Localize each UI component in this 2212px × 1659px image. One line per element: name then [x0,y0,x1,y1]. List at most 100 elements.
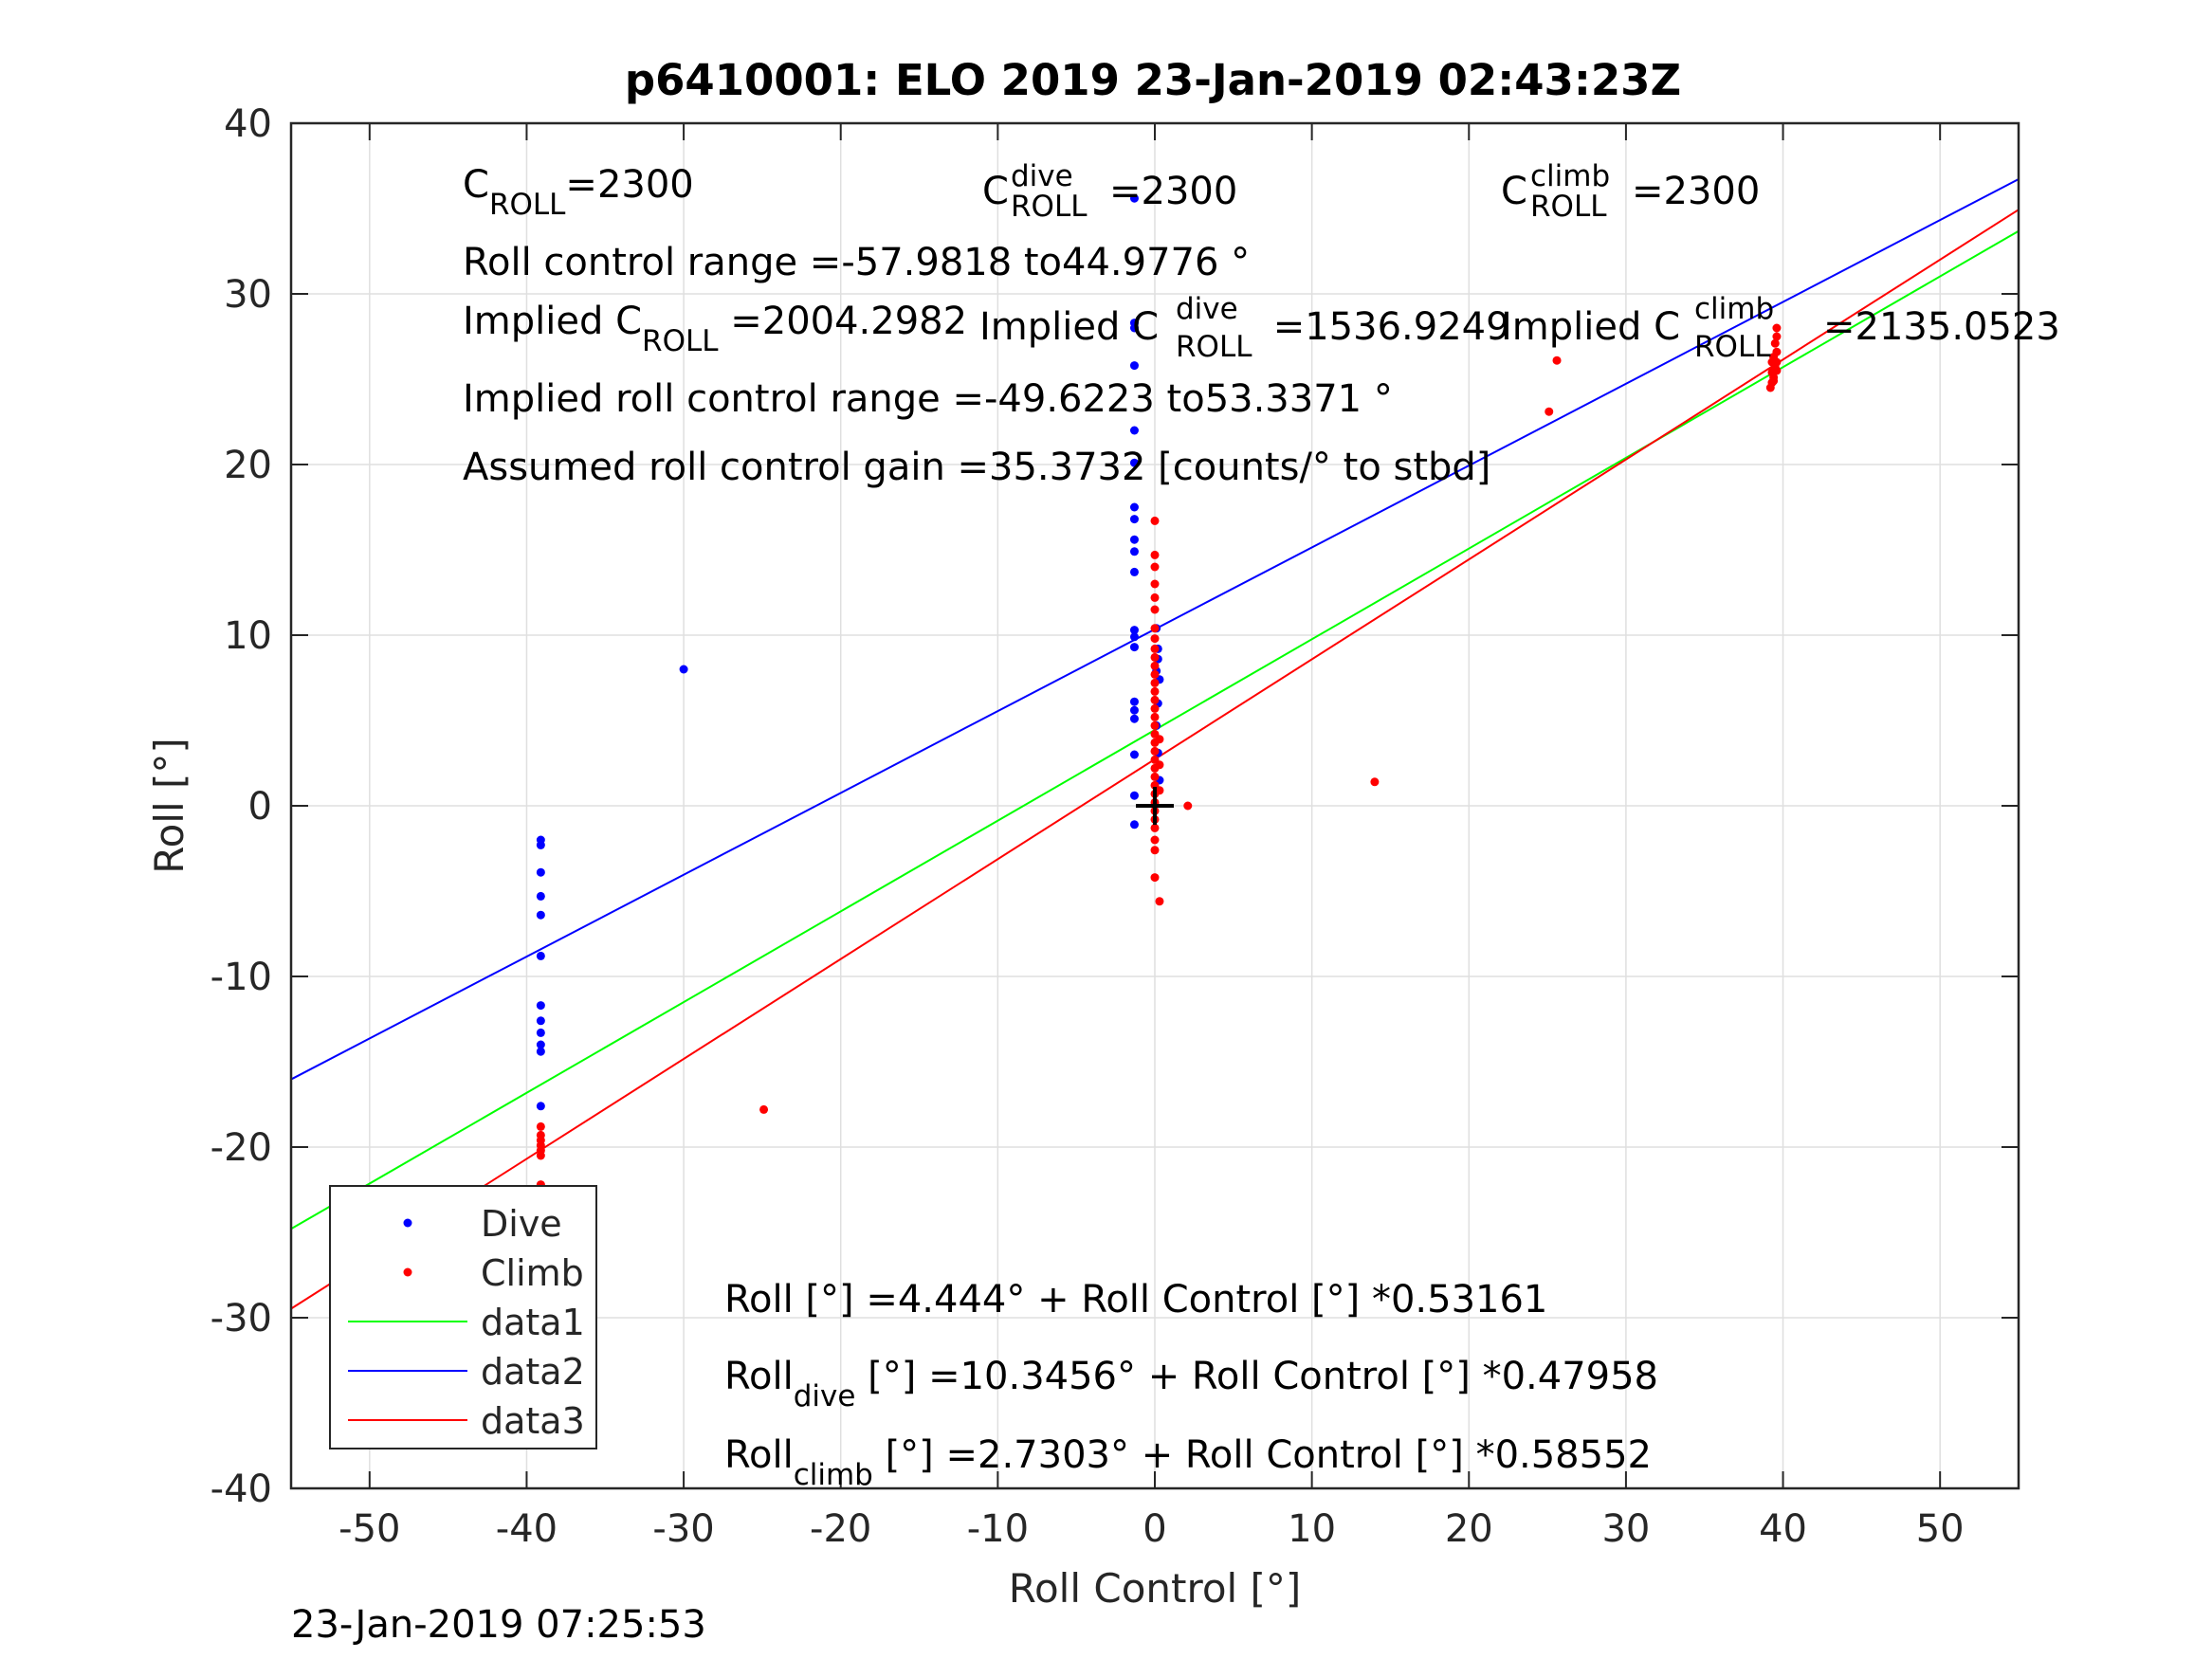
axes-box [289,121,2020,1490]
point-climb [1370,777,1380,787]
y-tick-label: 0 [248,785,272,829]
legend-item: Dive [403,1203,562,1245]
point-climb [536,1151,545,1160]
point-climb [1772,323,1782,333]
point-climb [1552,356,1562,365]
point-dive [536,891,545,901]
legend-item: Climb [403,1252,584,1294]
y-tick-label: 10 [224,614,272,658]
point-dive [536,951,545,960]
point-dive [536,1040,545,1049]
fit-climb-annotation: Rollclimb [°] =2.7303° + Roll Control [°… [724,1433,1652,1492]
implied-c-roll-climb-annotation: Implied C ROLLclimb =2135.0523 [1501,292,2060,364]
gain-annotation: Assumed roll control gain =35.3732 [coun… [463,446,1490,489]
y-tick-label: 30 [224,273,272,317]
point-climb [1150,703,1160,713]
fit-dive-annotation: Rolldive [°] =10.3456° + Roll Control [°… [724,1355,1658,1413]
implied-c-roll-annotation: Implied CROLL =2004.2982 [463,300,967,358]
point-climb [1150,712,1160,721]
point-climb [1183,801,1193,811]
point-dive [1129,426,1139,435]
point-climb [1150,550,1160,559]
implied-range-annotation: Implied roll control range =-49.6223 to5… [463,377,1393,421]
x-tick-label: -50 [338,1507,400,1551]
point-climb [1150,772,1160,781]
point-climb [1150,835,1160,845]
y-tick-label: -30 [210,1297,272,1340]
point-climb [1150,846,1160,855]
x-tick-label: -20 [810,1507,871,1551]
point-dive [1129,547,1139,556]
point-dive [536,1001,545,1011]
legend-item: data2 [348,1351,585,1393]
point-dive [1129,193,1139,203]
tick-labels: -50 -40 -30 -20 -10 0 10 20 30 40 50 -40 -30 -20 -10 0 1… [210,102,1965,1551]
point-dive [1129,567,1139,576]
legend-swatch [403,1267,412,1277]
point-climb [1150,695,1160,704]
x-tick-label: 30 [1601,1507,1650,1551]
point-dive [536,867,545,877]
point-dive [1129,458,1139,467]
x-axis-label: Roll Control [°] [1009,1565,1302,1612]
chart-title: p6410001: ELO 2019 23-Jan-2019 02:43:23Z [625,55,1681,105]
point-climb [1150,605,1160,614]
point-climb [1150,661,1160,670]
legend-item: data3 [348,1400,585,1442]
fit-all-annotation: Roll [°] =4.444° + Roll Control [°] *0.5… [724,1278,1547,1322]
c-roll-annotation: CROLL=2300 [463,163,694,222]
point-climb [1155,897,1164,906]
point-climb [1150,652,1160,662]
legend: Dive Climb data1 data2 data3 [329,1185,597,1449]
point-climb [1772,332,1782,341]
c-roll-climb-annotation: CROLLclimb =2300 [1501,159,1760,224]
x-tick-label: 40 [1759,1507,1807,1551]
legend-item: data1 [348,1302,585,1343]
point-climb [1150,746,1160,756]
x-tick-label: 20 [1445,1507,1493,1551]
point-climb [1772,357,1782,367]
y-tick-label: 20 [224,444,272,487]
point-climb [1150,669,1160,679]
point-climb [1155,786,1164,795]
x-tick-label: 0 [1143,1507,1166,1551]
point-climb [536,1121,545,1131]
legend-label: Dive [481,1203,562,1245]
legend-label: Climb [481,1252,584,1294]
point-climb [1150,624,1160,633]
point-climb [1150,644,1160,653]
x-tick-label: 50 [1916,1507,1965,1551]
axis-ticks [291,122,2019,1489]
point-dive [1129,714,1139,723]
legend-label: data3 [481,1400,585,1442]
point-dive [1129,535,1139,544]
y-tick-label: -20 [210,1126,272,1170]
point-dive [1129,791,1139,800]
point-dive [536,1102,545,1111]
point-climb [1150,823,1160,832]
point-climb [1155,760,1164,770]
origin-marker [1136,787,1174,825]
implied-c-roll-dive-annotation: Implied C ROLLdive =1536.9249 [979,292,1510,364]
x-tick-label: -10 [967,1507,1029,1551]
y-tick-label: -40 [210,1468,272,1511]
x-tick-label: 10 [1288,1507,1336,1551]
point-dive [1129,820,1139,830]
point-dive [1129,361,1139,371]
point-dive [536,1028,545,1037]
point-dive [1129,626,1139,635]
point-dive [1129,502,1139,512]
x-tick-label: -40 [496,1507,558,1551]
point-climb [1150,873,1160,883]
point-climb [1150,562,1160,572]
point-dive [536,910,545,920]
point-climb [1769,376,1779,386]
timestamp: 23-Jan-2019 07:25:53 [291,1603,706,1647]
point-dive [1129,705,1139,715]
point-climb [1545,407,1554,416]
point-climb [1150,720,1160,730]
point-dive [679,665,688,674]
roll-control-range-annotation: Roll control range =-57.9818 to44.9776 ° [463,241,1250,284]
x-tick-label: -30 [652,1507,714,1551]
